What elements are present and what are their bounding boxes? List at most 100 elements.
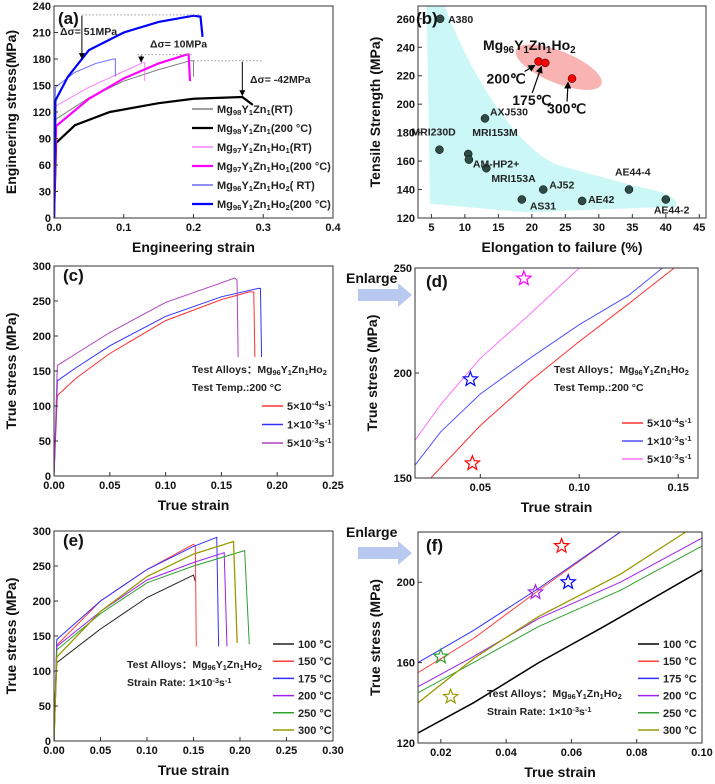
panel-b	[417, 5, 707, 219]
x-tick-label: 0.05	[99, 480, 120, 492]
y-tick-label: 180	[33, 54, 51, 66]
delta-annotation: Δσ= 51MPa	[60, 26, 117, 38]
star-marker	[526, 583, 545, 600]
y-tick-label: 200	[33, 331, 51, 343]
test-condition-note: Strain Rate: 1×10-3s-1	[127, 676, 231, 689]
plot-area	[418, 532, 702, 734]
point-label: AM-HP2+	[473, 159, 519, 171]
y-tick-label: 150	[33, 81, 51, 93]
legend-label: Mg96Y1Zn1Ho2( RT)	[217, 180, 315, 193]
y-tick-label: 240	[397, 42, 415, 54]
x-tick-label: 0.25	[276, 745, 297, 757]
legend-label: 150 °C	[663, 656, 697, 668]
x-axis-label: True strain	[521, 499, 593, 515]
plot-area	[54, 277, 263, 476]
pointer-arrow	[531, 65, 543, 94]
legend-label: 5×10-4s-1	[647, 416, 692, 430]
y-tick-label: 50	[39, 701, 51, 713]
y-axis-label: Engineering stress(MPa)	[3, 30, 19, 194]
x-tick-label: 15	[492, 222, 504, 234]
legend-label: 5×10-4s-1	[287, 399, 332, 413]
x-axis-label: True strain	[158, 762, 230, 778]
y-tick-label: 200	[397, 577, 415, 589]
legend-label: 175 °C	[298, 673, 332, 685]
y-tick-label: 150	[33, 631, 51, 643]
x-tick-label: 35	[626, 222, 638, 234]
series-line	[54, 540, 238, 741]
panel-d	[358, 267, 699, 479]
legend-label: 150 °C	[298, 656, 332, 668]
data-point	[624, 185, 634, 194]
plot-area	[426, 6, 677, 213]
x-tick-label: 0.15	[211, 480, 232, 492]
y-tick-label: 0	[45, 213, 51, 225]
y-tick-label: 120	[397, 213, 415, 225]
enlarge-arrow	[358, 541, 412, 565]
point-label: AE44-4	[615, 167, 651, 179]
series-line	[54, 277, 239, 476]
series-line	[418, 532, 621, 664]
chart-title: Mg96Y1Zn1Ho2	[483, 37, 576, 56]
plot-area	[415, 268, 675, 478]
point-label: AS31	[530, 201, 556, 213]
star-marker	[441, 687, 460, 705]
series-line	[418, 545, 702, 694]
legend-label: 5×10-3s-1	[287, 436, 332, 450]
x-tick-label: 0.10	[569, 482, 590, 494]
point-label: 300℃	[547, 101, 586, 117]
legend-label: Mg97Y1Zn1Ho1(RT)	[217, 142, 312, 155]
pointer-arrow	[524, 64, 536, 73]
data-point	[435, 145, 444, 154]
data-point	[464, 155, 474, 164]
y-tick-label: 300	[33, 261, 51, 273]
series-line	[54, 287, 263, 476]
series-line	[54, 543, 197, 741]
test-condition-note: Test Alloys：Mg96Y1Zn1Ho2	[127, 659, 262, 672]
legend-label: Mg98Y1Zn1(RT)	[217, 104, 293, 117]
point-label: AE44-2	[654, 205, 690, 217]
legend-label: 250 °C	[663, 708, 697, 720]
test-condition-note: Test Alloys：Mg96Y1Zn1Ho2	[192, 364, 327, 377]
legend-label: 200 °C	[663, 691, 697, 703]
x-tick-label: 0.06	[561, 747, 582, 759]
test-condition-note: Strain Rate: 1×10-3s-1	[487, 705, 591, 718]
x-tick-label: 0.00	[43, 480, 64, 492]
point-label: AJ52	[549, 180, 574, 192]
y-axis-label: True stress (MPa)	[3, 313, 19, 430]
typical-alloy-region	[426, 6, 677, 213]
point-label: 175℃	[512, 92, 551, 108]
y-tick-label: 0	[45, 471, 51, 483]
y-tick-label: 210	[33, 28, 51, 40]
point-label: 200℃	[487, 70, 526, 86]
data-point	[482, 163, 491, 173]
series-line	[54, 14, 204, 218]
x-tick-label: 0.02	[430, 747, 451, 759]
series-line	[54, 291, 256, 476]
x-tick-label: 0.1	[116, 222, 131, 234]
enlarge-label: Enlarge	[346, 270, 398, 286]
x-tick-label: 45	[693, 222, 705, 234]
data-point	[517, 195, 527, 204]
y-tick-label: 50	[39, 436, 51, 448]
panel-label: (a)	[58, 9, 79, 28]
x-tick-label: 30	[593, 222, 605, 234]
y-tick-label: 250	[33, 561, 51, 573]
x-tick-label: 0.0	[46, 222, 61, 234]
x-tick-label: 25	[559, 222, 571, 234]
data-point	[435, 14, 445, 24]
legend-label: Mg96Y1Zn1Ho2(200 °C)	[217, 199, 331, 212]
series-line	[415, 268, 663, 466]
x-tick-label: 0.00	[43, 745, 64, 757]
y-axis-label: True stress (MPa)	[367, 579, 383, 696]
legend-label: Mg98Y1Zn1(200 °C)	[217, 123, 312, 136]
y-axis-label: Tensile Strength (MPa)	[367, 37, 383, 188]
x-tick-label: 0.10	[155, 480, 176, 492]
star-marker	[463, 454, 482, 471]
y-tick-label: 250	[394, 263, 412, 275]
plot-area	[54, 14, 254, 218]
data-point	[538, 185, 548, 194]
x-tick-label: 0.30	[322, 745, 343, 757]
x-tick-label: 0.4	[325, 222, 341, 234]
y-tick-label: 100	[33, 666, 51, 678]
legend-label: 100 °C	[298, 639, 332, 651]
